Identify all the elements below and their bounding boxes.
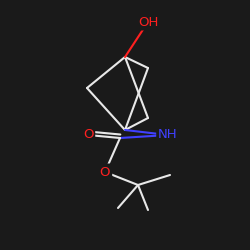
Text: O: O [83,128,93,141]
Text: O: O [100,166,110,178]
Text: NH: NH [158,128,178,141]
Text: OH: OH [138,16,158,28]
